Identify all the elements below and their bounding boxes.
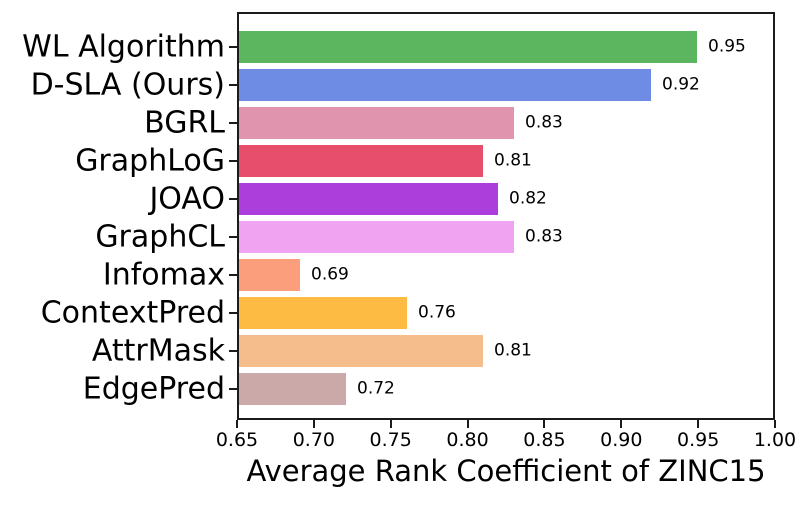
x-tick-label-0.95: 0.95 bbox=[676, 429, 720, 451]
y-tick-mark bbox=[229, 312, 237, 314]
bar-contextpred bbox=[239, 297, 407, 329]
y-tick-mark bbox=[229, 274, 237, 276]
bar-wl-algorithm bbox=[239, 31, 697, 63]
bar-graphcl bbox=[239, 221, 514, 253]
bar-d-sla-ours bbox=[239, 69, 651, 101]
y-tick-mark bbox=[229, 350, 237, 352]
x-tick-mark bbox=[774, 420, 776, 428]
x-tick-mark bbox=[620, 420, 623, 428]
x-tick-label-0.85: 0.85 bbox=[523, 429, 566, 451]
value-label-infomax: 0.69 bbox=[311, 264, 349, 285]
x-tick-label-0.80: 0.80 bbox=[446, 429, 489, 451]
value-label-graphlog: 0.81 bbox=[494, 150, 532, 171]
category-label-contextpred: ContextPred bbox=[40, 295, 225, 331]
bar-infomax bbox=[239, 259, 300, 291]
value-label-joao: 0.82 bbox=[509, 188, 547, 209]
value-label-edgepred: 0.72 bbox=[357, 378, 395, 399]
x-tick-mark bbox=[466, 420, 469, 428]
x-tick-mark bbox=[543, 420, 546, 428]
value-label-graphcl: 0.83 bbox=[525, 226, 563, 247]
value-label-contextpred: 0.76 bbox=[418, 302, 456, 323]
x-tick-label-0.75: 0.75 bbox=[369, 429, 412, 451]
x-tick-label-0.65: 0.65 bbox=[215, 429, 259, 451]
y-tick-mark bbox=[229, 236, 237, 238]
category-label-d-sla-ours: D-SLA (Ours) bbox=[30, 67, 225, 103]
x-tick-mark bbox=[697, 420, 700, 428]
x-tick-label-0.70: 0.70 bbox=[292, 429, 335, 451]
category-label-graphcl: GraphCL bbox=[95, 219, 225, 255]
value-label-bgrl: 0.83 bbox=[525, 112, 563, 133]
plot-area: 0.95 0.92 0.83 0.81 0.82 0.83 0.69 0.76 0.81 0.72 bbox=[237, 12, 775, 420]
bar-bgrl bbox=[239, 107, 514, 139]
value-label-wl-algorithm: 0.95 bbox=[708, 36, 746, 57]
bar-attrmask bbox=[239, 335, 483, 367]
y-tick-mark bbox=[229, 198, 237, 200]
bar-graphlog bbox=[239, 145, 483, 177]
value-label-d-sla-ours: 0.92 bbox=[662, 74, 700, 95]
bar-joao bbox=[239, 183, 498, 215]
value-label-attrmask: 0.81 bbox=[494, 340, 532, 361]
y-tick-mark bbox=[229, 84, 237, 86]
y-tick-mark bbox=[229, 122, 237, 124]
x-tick-label-0.90: 0.90 bbox=[600, 429, 643, 451]
y-tick-mark bbox=[229, 46, 237, 48]
category-label-bgrl: BGRL bbox=[144, 105, 225, 141]
category-label-graphlog: GraphLoG bbox=[75, 143, 225, 179]
x-tick-mark bbox=[236, 420, 238, 428]
x-tick-mark bbox=[312, 420, 315, 428]
category-label-wl-algorithm: WL Algorithm bbox=[22, 29, 225, 65]
x-tick-label-1.00: 1.00 bbox=[753, 429, 797, 451]
y-tick-mark bbox=[229, 160, 237, 162]
category-label-infomax: Infomax bbox=[102, 257, 225, 293]
category-label-joao: JOAO bbox=[149, 181, 225, 217]
x-tick-mark bbox=[389, 420, 392, 428]
bar-edgepred bbox=[239, 373, 346, 405]
x-axis-title: Average Rank Coefficient of ZINC15 bbox=[246, 454, 766, 488]
category-label-edgepred: EdgePred bbox=[82, 371, 225, 407]
category-label-attrmask: AttrMask bbox=[91, 333, 225, 369]
y-tick-mark bbox=[229, 388, 237, 390]
